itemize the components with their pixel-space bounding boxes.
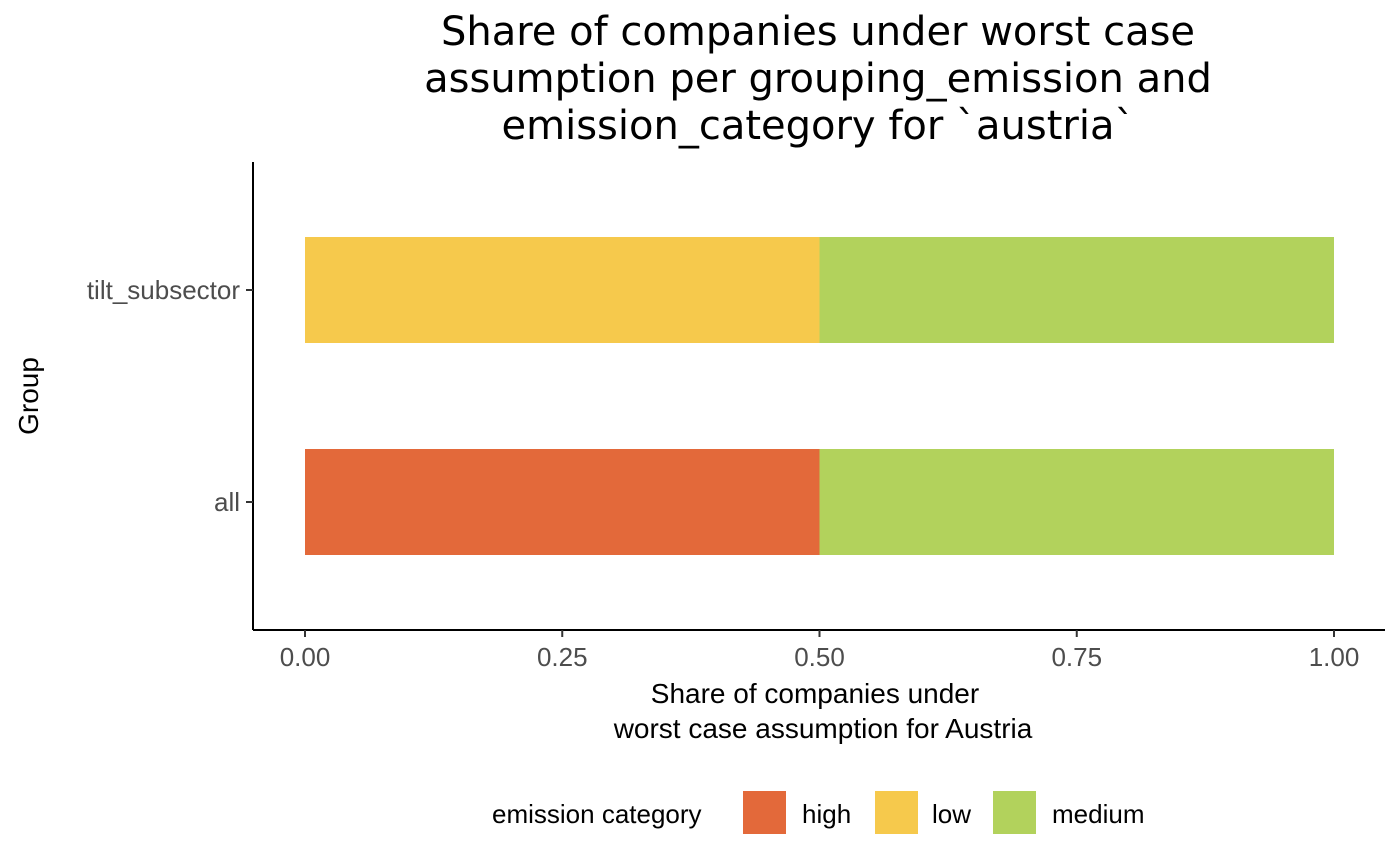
bar-tilt_subsector-medium: [819, 237, 1334, 343]
y-tick-label-all: all: [214, 487, 240, 517]
x-tick-label: 0.25: [537, 642, 588, 672]
legend-label-high: high: [802, 799, 851, 829]
legend-title: emission category: [492, 799, 702, 829]
x-axis-title-line-2: worst case assumption for Austria: [613, 713, 1033, 744]
legend-key-low: [875, 791, 918, 834]
plot-area: [305, 237, 1334, 555]
bar-all-medium: [819, 449, 1334, 555]
y-tick-label-tilt_subsector: tilt_subsector: [87, 275, 241, 305]
y-axis-title: Group: [13, 357, 44, 435]
legend-key-medium: [993, 791, 1036, 834]
x-axis-title-line-1: Share of companies under: [651, 678, 979, 709]
x-tick-label: 0.00: [280, 642, 331, 672]
legend-label-medium: medium: [1052, 799, 1144, 829]
chart-title-line-2: assumption per grouping_emission and: [424, 56, 1212, 102]
legend: emission category high low medium: [492, 791, 1144, 834]
legend-label-low: low: [932, 799, 971, 829]
x-tick-label: 1.00: [1309, 642, 1360, 672]
x-tick-label: 0.75: [1051, 642, 1102, 672]
bar-all-high: [305, 449, 820, 555]
legend-key-high: [743, 791, 786, 834]
x-tick-label: 0.50: [794, 642, 845, 672]
chart-title-line-3: emission_category for `austria`: [502, 103, 1135, 149]
chart-title-line-1: Share of companies under worst case: [441, 9, 1195, 55]
bar-tilt_subsector-low: [305, 237, 820, 343]
